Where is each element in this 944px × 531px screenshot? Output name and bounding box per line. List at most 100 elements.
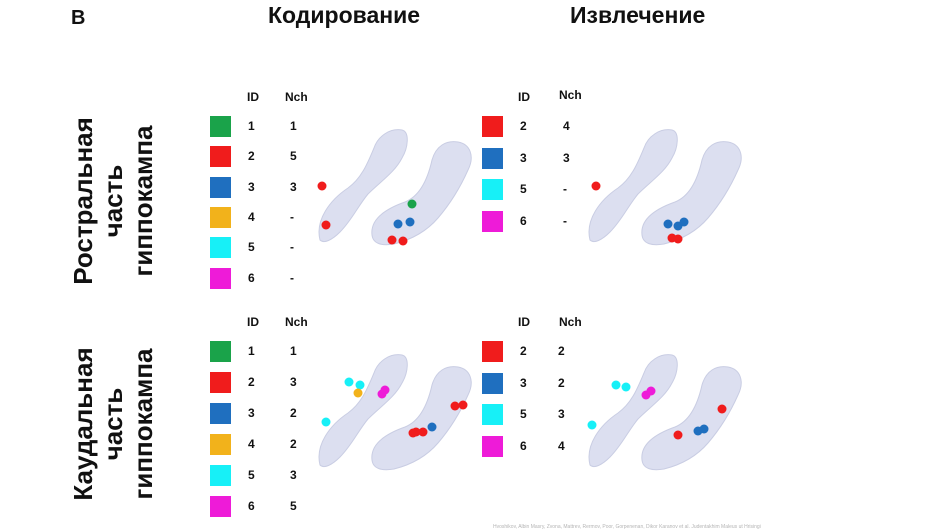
electrode-contact-5 xyxy=(344,377,354,387)
hippocampus-right-shape xyxy=(641,141,742,246)
electrode-contact-2 xyxy=(458,400,468,410)
table-cell-nch: 5 xyxy=(290,149,297,163)
color-swatch-5 xyxy=(482,404,503,425)
brain-rostral-retrieval xyxy=(588,129,742,246)
row-label-caudal-line3: гиппокампа xyxy=(128,348,158,500)
footer-citation: Hvoshikov, Albin Masry, Zvona, Mattrev, … xyxy=(493,524,761,530)
electrode-contact-2 xyxy=(321,220,331,230)
electrode-contact-1 xyxy=(407,199,417,209)
table-cell-id: 5 xyxy=(520,182,527,196)
brain-caudal-encoding xyxy=(318,354,472,471)
color-swatch-5 xyxy=(482,179,503,200)
header-nch-rostral-encoding: Nch xyxy=(285,90,308,104)
table-cell-id: 6 xyxy=(248,271,255,285)
electrode-contact-5 xyxy=(321,417,331,427)
color-swatch-6 xyxy=(482,211,503,232)
color-swatch-6 xyxy=(210,268,231,289)
electrode-contact-5 xyxy=(355,380,365,390)
table-cell-id: 2 xyxy=(520,344,527,358)
table-cell-id: 2 xyxy=(248,149,255,163)
table-cell-id: 2 xyxy=(248,375,255,389)
row-label-caudal: Каудальная часть гиппокампа xyxy=(68,347,158,500)
table-cell-id: 4 xyxy=(248,210,255,224)
table-cell-id: 6 xyxy=(520,214,527,228)
color-swatch-2 xyxy=(482,116,503,137)
hippocampus-right-shape xyxy=(371,366,472,471)
color-swatch-2 xyxy=(210,146,231,167)
row-label-rostral-line2: часть xyxy=(98,164,128,238)
electrode-contact-4 xyxy=(353,388,363,398)
table-cell-nch: 1 xyxy=(290,344,297,358)
table-cell-id: 5 xyxy=(520,407,527,421)
electrode-contact-3 xyxy=(427,422,437,432)
row-label-caudal-line1: Каудальная xyxy=(68,347,98,501)
electrode-contact-6 xyxy=(380,385,390,395)
header-id-caudal-encoding: ID xyxy=(247,315,259,329)
color-swatch-1 xyxy=(210,341,231,362)
table-cell-nch: - xyxy=(290,240,294,254)
electrode-contact-2 xyxy=(673,430,683,440)
table-cell-nch: - xyxy=(563,214,567,228)
color-swatch-3 xyxy=(482,373,503,394)
header-nch-caudal-encoding: Nch xyxy=(285,315,308,329)
table-cell-nch: 2 xyxy=(290,406,297,420)
hippocampus-left-shape xyxy=(318,129,408,243)
electrode-contact-5 xyxy=(587,420,597,430)
column-title-encoding: Кодирование xyxy=(268,2,421,28)
table-cell-id: 3 xyxy=(520,151,527,165)
hippocampus-right-shape xyxy=(371,141,472,246)
header-nch-rostral-retrieval: Nch xyxy=(559,88,582,102)
color-swatch-2 xyxy=(210,372,231,393)
table-cell-id: 3 xyxy=(248,180,255,194)
table-cell-id: 1 xyxy=(248,344,255,358)
electrode-contact-5 xyxy=(621,382,631,392)
electrode-contact-2 xyxy=(450,401,460,411)
color-swatch-6 xyxy=(210,496,231,517)
table-cell-nch: 5 xyxy=(290,499,297,513)
electrode-contact-5 xyxy=(611,380,621,390)
header-nch-caudal-retrieval: Nch xyxy=(559,315,582,329)
hippocampus-left-shape xyxy=(588,354,678,468)
row-label-rostral: Ростральная часть гиппокампа xyxy=(68,117,158,285)
column-title-retrieval: Извлечение xyxy=(570,2,706,28)
table-cell-nch: 3 xyxy=(563,151,570,165)
color-swatch-3 xyxy=(210,403,231,424)
electrode-contact-2 xyxy=(418,427,428,437)
table-cell-id: 6 xyxy=(520,439,527,453)
header-id-rostral-encoding: ID xyxy=(247,90,259,104)
color-swatch-5 xyxy=(210,237,231,258)
electrode-contact-3 xyxy=(405,217,415,227)
table-cell-id: 2 xyxy=(520,119,527,133)
color-swatch-5 xyxy=(210,465,231,486)
electrode-contact-2 xyxy=(317,181,327,191)
hippocampus-left-shape xyxy=(588,129,678,243)
color-swatch-1 xyxy=(210,116,231,137)
row-label-caudal-line2: часть xyxy=(98,387,128,461)
color-swatch-4 xyxy=(210,434,231,455)
electrode-contact-2 xyxy=(387,235,397,245)
electrode-contact-3 xyxy=(699,424,709,434)
row-label-rostral-line1: Ростральная xyxy=(68,117,98,285)
table-cell-id: 1 xyxy=(248,119,255,133)
row-label-rostral-line3: гиппокампа xyxy=(128,125,158,277)
electrode-contact-2 xyxy=(717,404,727,414)
panel-letter: B xyxy=(71,7,86,29)
table-cell-nch: 3 xyxy=(290,468,297,482)
table-cell-nch: 3 xyxy=(290,375,297,389)
electrode-contact-2 xyxy=(408,428,418,438)
table-cell-id: 5 xyxy=(248,468,255,482)
header-id-caudal-retrieval: ID xyxy=(518,315,530,329)
electrode-contact-3 xyxy=(679,217,689,227)
color-swatch-2 xyxy=(482,341,503,362)
table-cell-nch: 4 xyxy=(558,439,565,453)
electrode-contact-3 xyxy=(663,219,673,229)
table-cell-id: 4 xyxy=(248,437,255,451)
electrode-contact-2 xyxy=(673,234,683,244)
table-cell-nch: 3 xyxy=(290,180,297,194)
table-cell-nch: - xyxy=(290,210,294,224)
table-cell-nch: 1 xyxy=(290,119,297,133)
table-cell-nch: - xyxy=(563,182,567,196)
electrode-contact-2 xyxy=(398,236,408,246)
color-swatch-4 xyxy=(210,207,231,228)
hippocampus-right-shape xyxy=(641,366,742,471)
